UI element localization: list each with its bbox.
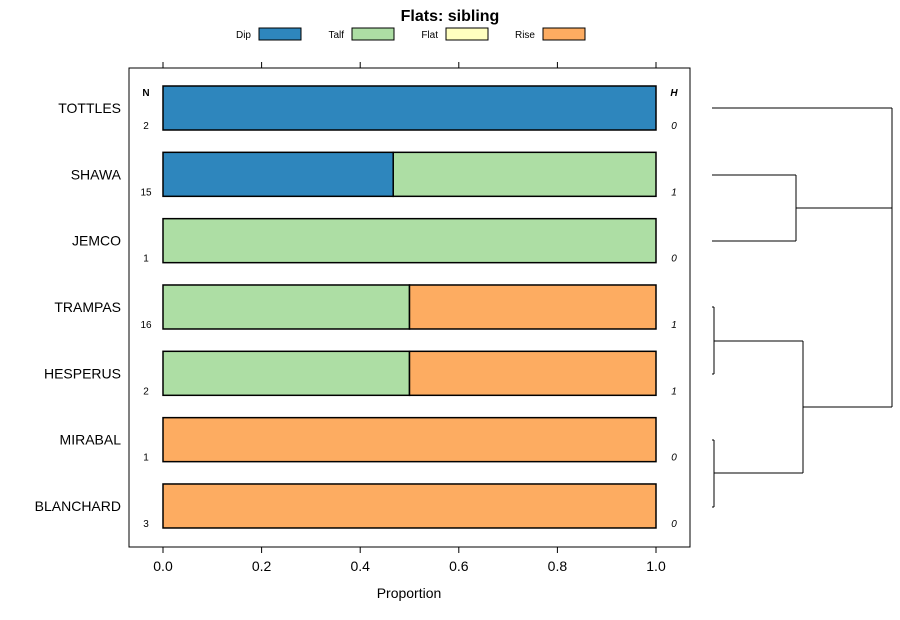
chart-title: Flats: sibling <box>401 8 500 25</box>
dendrogram <box>712 107 893 508</box>
legend-swatch-rise <box>542 27 586 41</box>
x-tick-label: 0.4 <box>350 558 370 574</box>
category-label: TOTTLES <box>58 100 121 116</box>
h-value: 0 <box>671 121 677 132</box>
n-header: N <box>142 88 149 99</box>
h-value: 0 <box>671 453 677 464</box>
legend-swatch-flat <box>445 27 489 41</box>
row-mirabal: MIRABAL 1 0 <box>60 416 677 464</box>
category-label: HESPERUS <box>44 365 121 381</box>
legend: Dip Talf Flat Rise <box>236 27 586 41</box>
bar-segment-talf <box>162 217 657 264</box>
legend-label-flat: Flat <box>421 30 438 41</box>
category-label: SHAWA <box>71 166 122 182</box>
n-value: 1 <box>143 453 149 464</box>
row-jemco: JEMCO 1 0 <box>72 217 677 265</box>
bar-segment-rise <box>162 483 657 529</box>
row-hesperus: HESPERUS 2 1 <box>44 350 677 397</box>
x-tick-label: 0.0 <box>153 558 173 574</box>
category-label: TRAMPAS <box>54 299 121 315</box>
bottom-axis: 0.0 0.2 0.4 0.6 0.8 1.0 <box>153 547 666 574</box>
h-value: 1 <box>671 386 677 397</box>
row-trampas: TRAMPAS 16 1 <box>54 284 677 331</box>
bar-segment-rise <box>408 284 657 330</box>
n-value: 2 <box>143 386 149 397</box>
bar-segment-rise <box>162 416 657 463</box>
x-tick-label: 0.2 <box>252 558 272 574</box>
x-tick-label: 1.0 <box>646 558 666 574</box>
n-value: 1 <box>143 254 149 265</box>
h-value: 1 <box>671 320 677 331</box>
n-value: 16 <box>140 320 152 331</box>
x-axis-label: Proportion <box>377 585 442 601</box>
legend-swatch-talf <box>351 27 395 41</box>
row-shawa: SHAWA 15 1 <box>71 151 677 198</box>
row-blanchard: BLANCHARD 3 0 <box>35 483 677 530</box>
n-value: 2 <box>143 121 149 132</box>
category-label: MIRABAL <box>60 432 122 448</box>
bar-segment-talf <box>162 350 411 397</box>
legend-label-rise: Rise <box>515 30 535 41</box>
plot-panel <box>128 67 691 548</box>
category-label: JEMCO <box>72 233 121 249</box>
n-value: 3 <box>143 519 149 530</box>
bar-segment-dip <box>162 85 657 131</box>
n-value: 15 <box>140 187 152 198</box>
bar-segment-talf <box>392 151 657 198</box>
h-value: 1 <box>671 187 677 198</box>
h-value: 0 <box>671 254 677 265</box>
legend-swatch-dip <box>258 27 302 41</box>
row-tottles: TOTTLES 2 0 <box>58 85 677 132</box>
category-label: BLANCHARD <box>35 498 121 514</box>
bar-segment-dip <box>162 151 394 198</box>
bar-segment-rise <box>408 350 657 397</box>
legend-label-dip: Dip <box>236 30 251 41</box>
x-tick-label: 0.8 <box>548 558 568 574</box>
bar-segment-talf <box>162 284 411 330</box>
x-tick-label: 0.6 <box>449 558 469 574</box>
h-header: H <box>670 88 678 99</box>
legend-label-talf: Talf <box>328 30 344 41</box>
h-value: 0 <box>671 519 677 530</box>
top-axis <box>162 62 657 68</box>
